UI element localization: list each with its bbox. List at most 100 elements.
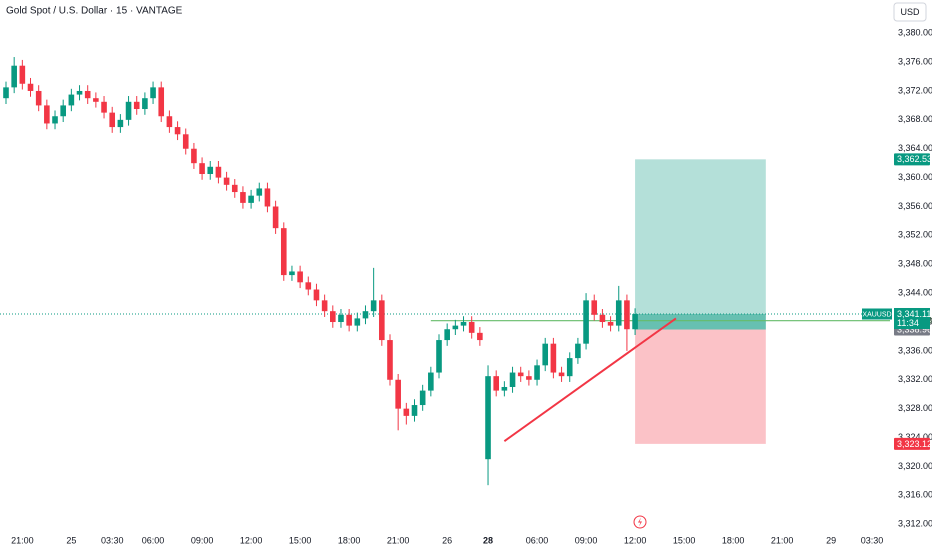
current-price-badge <box>894 307 930 329</box>
candle-body <box>338 314 344 323</box>
candle-body <box>264 188 271 207</box>
price-badge-label: 3,362.53 <box>897 154 932 164</box>
symbol-badge <box>862 308 892 320</box>
candle-body <box>166 116 173 128</box>
candle-body <box>11 65 17 88</box>
candle-body <box>133 101 140 110</box>
candle-body <box>223 177 230 185</box>
candle-body <box>403 408 410 416</box>
candle-body <box>35 90 42 106</box>
candle-body <box>550 343 557 373</box>
candle-body <box>501 386 508 391</box>
candle-body <box>117 119 124 128</box>
candle-body <box>411 405 418 416</box>
candle-body <box>485 376 491 460</box>
candle-body <box>289 271 295 276</box>
y-tick-label: 3,332.00 <box>898 374 932 384</box>
candle-body <box>272 206 279 229</box>
price-badge-label: 3,323.12 <box>897 439 932 449</box>
symbol-label: XAUUSD <box>862 311 891 318</box>
candle-body <box>354 318 361 326</box>
candle-body <box>632 313 638 330</box>
y-tick-label: 3,360.00 <box>898 172 932 182</box>
y-tick-label: 3,376.00 <box>898 56 932 66</box>
price-badge <box>894 437 930 450</box>
candle-body <box>370 300 377 312</box>
x-tick-label: 15:00 <box>289 535 312 545</box>
y-tick-label: 3,344.00 <box>898 288 932 298</box>
candle-body <box>191 148 197 164</box>
candle-body <box>526 376 532 380</box>
candle-body <box>575 343 581 359</box>
countdown-label: 11:34 <box>897 318 919 328</box>
candle-body <box>27 83 34 91</box>
candle-body <box>395 379 401 409</box>
take-profit-zone <box>635 159 766 330</box>
candle-body <box>321 300 328 312</box>
x-tick-label: 03:30 <box>861 535 884 545</box>
candle-body <box>3 87 9 99</box>
candle-body <box>460 322 467 326</box>
candle-body <box>599 314 606 323</box>
x-tick-label: 09:00 <box>191 535 214 545</box>
alert-circle[interactable] <box>633 515 647 529</box>
currency-label[interactable]: USD <box>900 7 920 17</box>
x-tick-label: 06:00 <box>526 535 549 545</box>
x-tick-label: 12:00 <box>624 535 647 545</box>
candle-body <box>158 87 165 117</box>
x-tick-label: 06:00 <box>142 535 165 545</box>
price-badge-label: 3,338.96 <box>897 324 932 334</box>
candle-body <box>468 322 475 333</box>
candle-body <box>419 390 426 406</box>
candle-body <box>346 314 352 326</box>
candle-body <box>436 340 442 373</box>
candle-body <box>591 300 598 315</box>
x-tick-label: 09:00 <box>575 535 598 545</box>
x-tick-label: 28 <box>483 535 493 545</box>
candle-body <box>240 192 246 203</box>
candle-body <box>174 127 181 135</box>
y-tick-label: 3,320.00 <box>898 461 932 471</box>
y-tick-label: 3,336.00 <box>898 345 932 355</box>
y-tick-label: 3,352.00 <box>898 230 932 240</box>
candle-body <box>305 282 312 290</box>
stop-loss-zone <box>635 329 766 444</box>
candle-body <box>248 195 254 203</box>
candle-body <box>101 101 107 113</box>
y-tick-label: 3,316.00 <box>898 490 932 500</box>
y-tick-label: 3,348.00 <box>898 259 932 269</box>
candle-body <box>517 372 524 377</box>
candle-body <box>477 332 483 341</box>
candle-body <box>52 116 58 124</box>
x-tick-label: 18:00 <box>722 535 745 545</box>
candle-body <box>44 105 50 124</box>
x-tick-label: 21:00 <box>771 535 794 545</box>
y-tick-label: 3,324.00 <box>898 432 932 442</box>
candle-body <box>199 163 205 175</box>
candle-body <box>150 87 156 99</box>
candle-body <box>84 90 91 99</box>
alert-icon[interactable] <box>633 515 647 529</box>
y-tick-label: 3,328.00 <box>898 403 932 413</box>
y-tick-label: 3,380.00 <box>898 28 932 38</box>
candle-body <box>615 300 622 326</box>
candle-body <box>624 300 630 330</box>
candle-body <box>207 166 214 175</box>
candle-body <box>68 94 75 106</box>
y-tick-label: 3,312.00 <box>898 519 932 529</box>
candle-body <box>428 372 434 391</box>
x-tick-label: 15:00 <box>673 535 696 545</box>
candle-body <box>109 112 116 128</box>
candle-body <box>444 329 450 341</box>
candle-body <box>387 340 393 380</box>
candle-body <box>280 228 287 276</box>
x-tick-label: 03:30 <box>101 535 124 545</box>
x-tick-label: 26 <box>442 535 452 545</box>
currency-button[interactable] <box>893 2 927 22</box>
candle-body <box>379 300 385 341</box>
alert-bolt[interactable] <box>638 517 642 527</box>
open-profit-zone <box>635 313 766 330</box>
candle-body <box>493 376 499 391</box>
